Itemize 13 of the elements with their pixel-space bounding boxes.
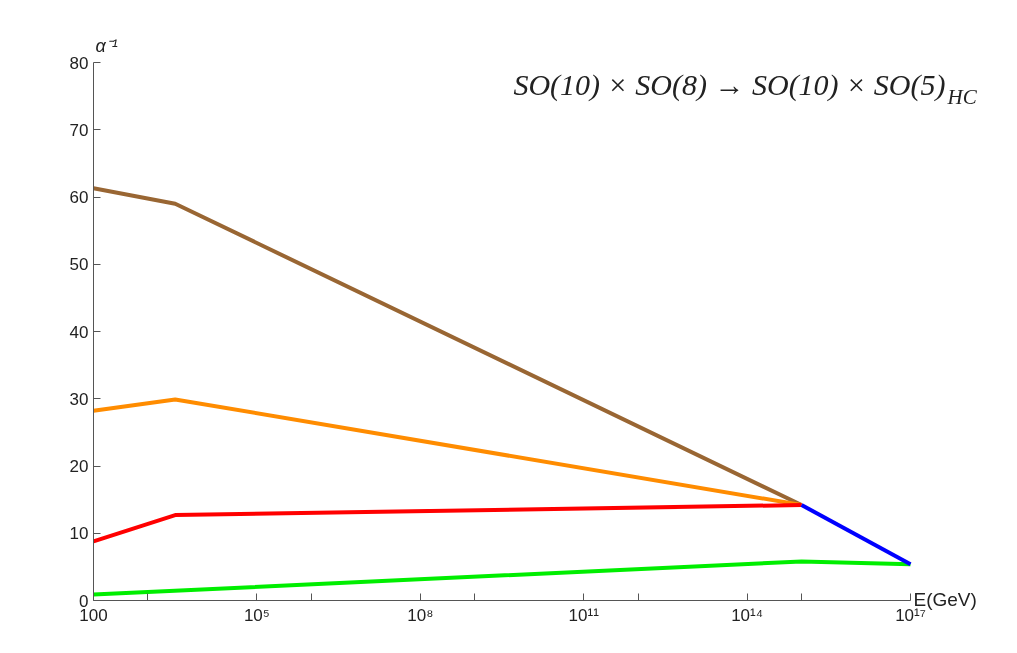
y-tick-label: 20	[69, 457, 89, 476]
y-axis-title: α⁻¹	[95, 35, 118, 56]
x-tick-label: 10¹⁴	[731, 605, 764, 625]
x-tick-label: 10⁸	[407, 605, 434, 625]
y-tick-label: 10	[69, 524, 89, 544]
y-tick-label: 30	[69, 389, 89, 409]
y-tick-label: 80	[69, 53, 89, 73]
y-tick-label: 50	[69, 255, 89, 275]
x-tick-label: 10¹¹	[568, 605, 600, 625]
y-tick-label: 70	[69, 120, 89, 140]
y-tick-label: 40	[69, 322, 89, 342]
x-tick-label: 10⁵	[243, 605, 270, 625]
y-tick-label: 60	[69, 188, 89, 207]
